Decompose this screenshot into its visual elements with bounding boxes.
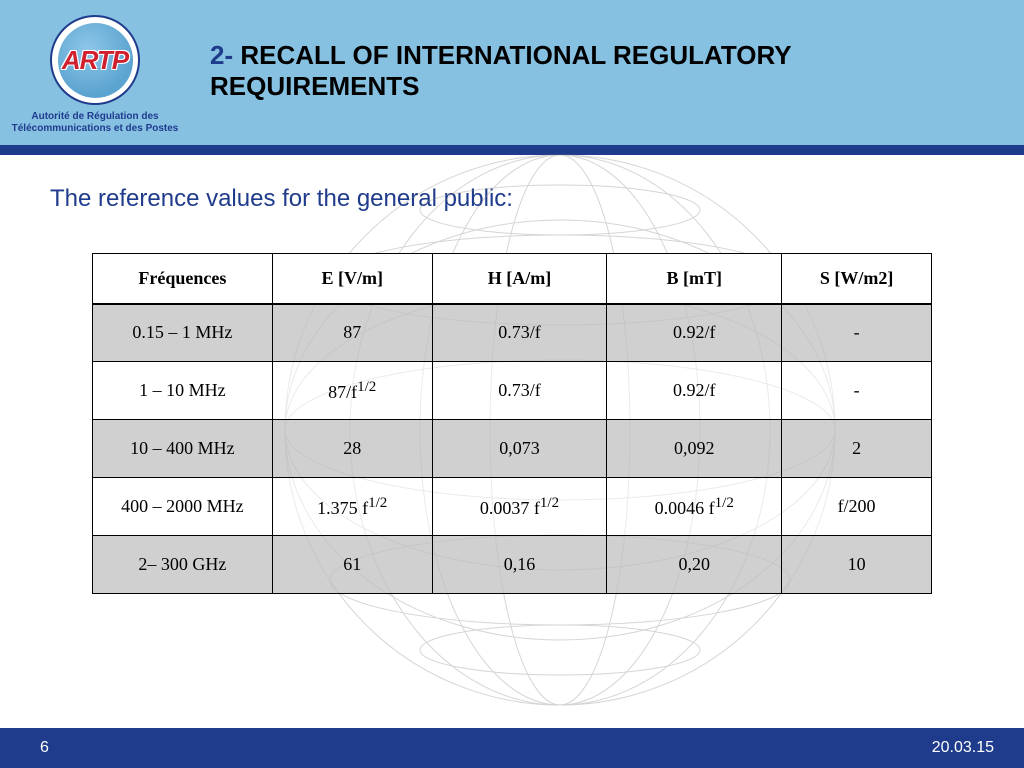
logo-block: ARTP Autorité de Régulation des Télécomm… [0, 10, 190, 135]
table-cell: 0.73/f [432, 304, 607, 362]
title-number: 2- [210, 40, 233, 70]
col-h: H [A/m] [432, 254, 607, 304]
slide-footer: 6 20.03.15 [0, 728, 1024, 768]
table-cell: 400 – 2000 MHz [93, 478, 273, 536]
content-subtitle: The reference values for the general pub… [50, 185, 974, 213]
col-s: S [W/m2] [782, 254, 932, 304]
table-cell: 0,20 [607, 536, 782, 594]
table-header-row: Fréquences E [V/m] H [A/m] B [mT] S [W/m… [93, 254, 932, 304]
logo-caption-line2: Télécommunications et des Postes [0, 123, 190, 135]
title-line1: 2- RECALL OF INTERNATIONAL REGULATORY [210, 40, 792, 71]
table-cell: 0.15 – 1 MHz [93, 304, 273, 362]
table-cell: 87/f1/2 [272, 362, 432, 420]
slide-header: ARTP Autorité de Régulation des Télécomm… [0, 0, 1024, 155]
table-cell: f/200 [782, 478, 932, 536]
footer-date: 20.03.15 [932, 739, 994, 757]
table-row: 2– 300 GHz610,160,2010 [93, 536, 932, 594]
title-line2: REQUIREMENTS [210, 71, 792, 102]
table-body: 0.15 – 1 MHz870.73/f0.92/f-1 – 10 MHz87/… [93, 304, 932, 594]
table-cell: 0,073 [432, 420, 607, 478]
table-cell: 0.0037 f1/2 [432, 478, 607, 536]
table-row: 1 – 10 MHz87/f1/20.73/f0.92/f- [93, 362, 932, 420]
title-text-1: RECALL OF INTERNATIONAL REGULATORY [233, 40, 792, 70]
table-cell: 1.375 f1/2 [272, 478, 432, 536]
table-cell: 28 [272, 420, 432, 478]
table-cell: 0.73/f [432, 362, 607, 420]
table-cell: 0.0046 f1/2 [607, 478, 782, 536]
table-cell: 10 [782, 536, 932, 594]
title-block: 2- RECALL OF INTERNATIONAL REGULATORY RE… [190, 10, 792, 102]
table-cell: - [782, 362, 932, 420]
table-cell: 10 – 400 MHz [93, 420, 273, 478]
page-number: 6 [40, 739, 49, 757]
table-cell: 2 [782, 420, 932, 478]
table-cell: 0.92/f [607, 304, 782, 362]
table-cell: 1 – 10 MHz [93, 362, 273, 420]
table-cell: - [782, 304, 932, 362]
table-cell: 2– 300 GHz [93, 536, 273, 594]
col-b: B [mT] [607, 254, 782, 304]
col-frequences: Fréquences [93, 254, 273, 304]
table-cell: 0,092 [607, 420, 782, 478]
slide-content: The reference values for the general pub… [0, 155, 1024, 718]
logo-caption-line1: Autorité de Régulation des [0, 111, 190, 123]
table-row: 10 – 400 MHz280,0730,0922 [93, 420, 932, 478]
logo-acronym: ARTP [62, 45, 128, 76]
table-cell: 61 [272, 536, 432, 594]
table-row: 0.15 – 1 MHz870.73/f0.92/f- [93, 304, 932, 362]
logo-circle: ARTP [50, 15, 140, 105]
reference-values-table: Fréquences E [V/m] H [A/m] B [mT] S [W/m… [92, 253, 932, 594]
col-e: E [V/m] [272, 254, 432, 304]
table-cell: 87 [272, 304, 432, 362]
table-cell: 0,16 [432, 536, 607, 594]
table-row: 400 – 2000 MHz1.375 f1/20.0037 f1/20.004… [93, 478, 932, 536]
logo-caption: Autorité de Régulation des Télécommunica… [0, 111, 190, 135]
table-cell: 0.92/f [607, 362, 782, 420]
